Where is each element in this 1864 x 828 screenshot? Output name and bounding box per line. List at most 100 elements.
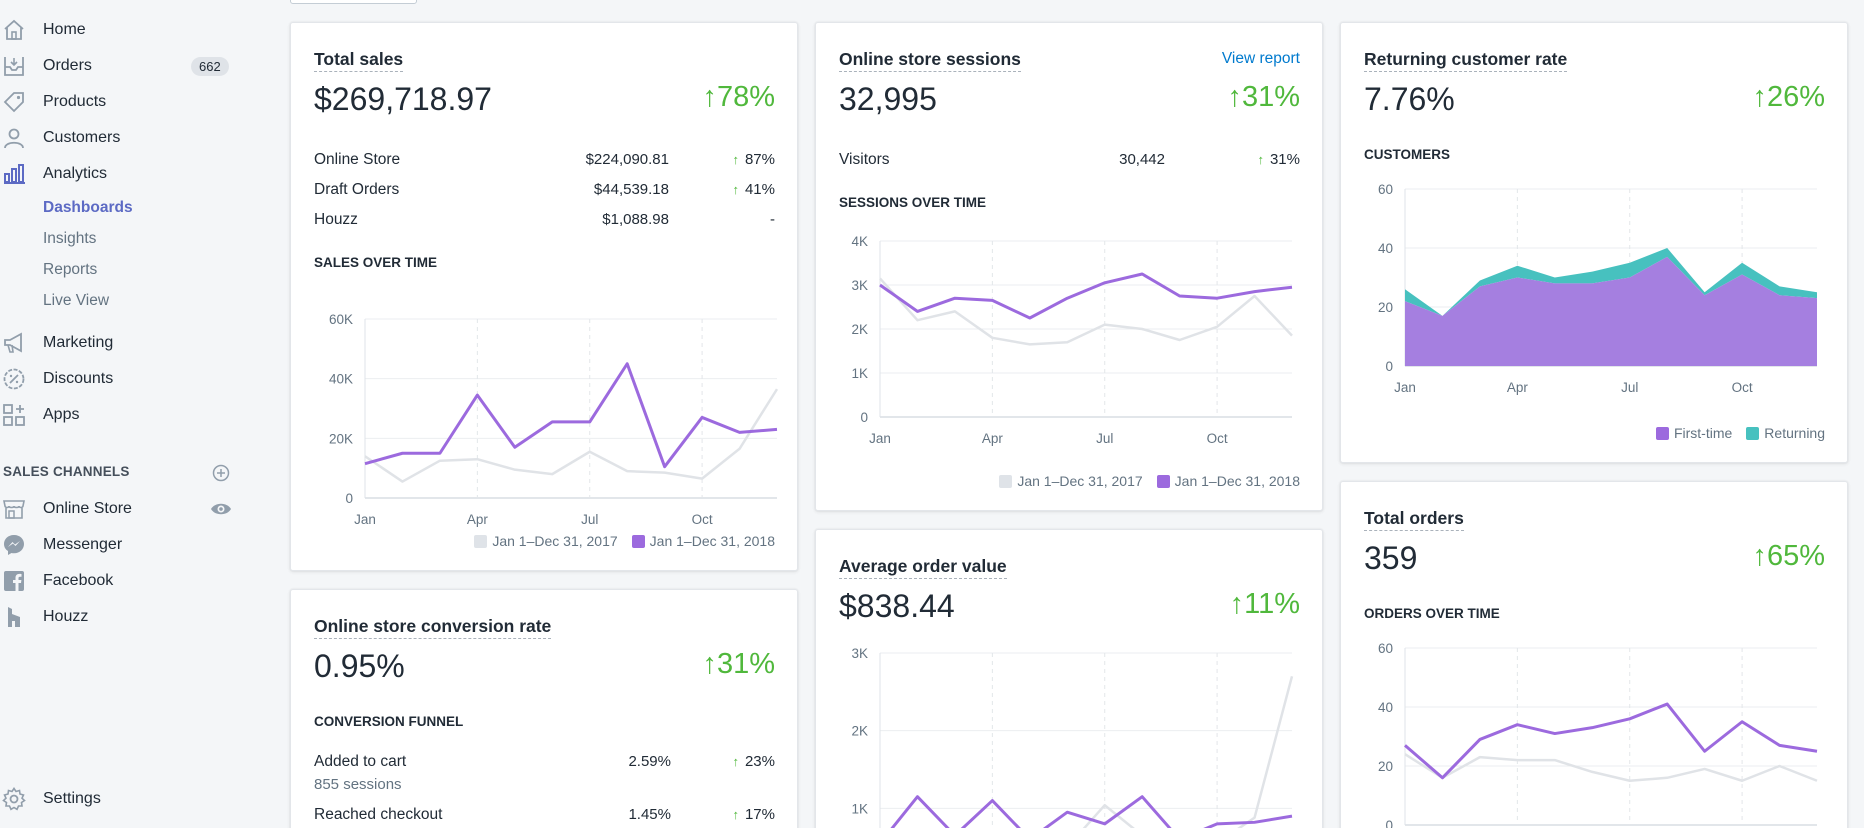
houzz-icon [8,607,20,627]
nav-facebook[interactable]: Facebook [0,566,250,596]
series-2017-line [879,277,1293,346]
sales-row-draft-orders-change: ↑ 41% [732,181,775,198]
total-orders-card: Total orders 359 ↑65% ORDERS OVER TIME 0… [1340,481,1848,828]
sessions-value: 32,995 [839,81,937,117]
nav-settings[interactable]: Settings [0,784,250,814]
customers-chart: 0 20 40 60 Jan Apr Jul Oct [1378,182,1817,395]
bar-chart-icon [4,164,25,184]
nav-customers-label: Customers [43,129,121,146]
orders-icon [4,57,24,76]
nav-messenger[interactable]: Messenger [0,530,250,560]
subnav-live-view[interactable]: Live View [43,292,110,309]
nav-houzz[interactable]: Houzz [0,602,250,632]
returning-area [1405,248,1817,316]
total-sales-value: $269,718.97 [314,81,492,117]
customers-legend: First-time Returning [1648,425,1825,441]
nav-discounts-label: Discounts [43,370,114,387]
x-tick-label: Oct [1207,431,1228,446]
y-tick-label: 60 [1378,182,1393,197]
legend-2018: Jan 1–Dec 31, 2018 [631,533,775,549]
nav-apps-label: Apps [43,406,80,423]
y-tick-label: 20 [1378,759,1393,774]
total-sales-change: ↑78% [702,81,775,113]
visitors-label: Visitors [839,151,890,168]
eye-icon[interactable] [210,501,232,517]
conversion-funnel-heading: CONVERSION FUNNEL [314,714,464,729]
funnel-added-to-cart-label: Added to cart [314,753,407,770]
gear-icon [2,787,26,811]
nav-home[interactable]: Home [0,15,250,45]
total-sales-title[interactable]: Total sales [314,49,404,72]
nav-orders[interactable]: Orders 662 [0,51,250,81]
funnel-added-to-cart-value: 2.59% [628,753,671,770]
y-tick-label: 60 [1378,641,1393,656]
series-2018-line [879,272,1293,320]
y-tick-label: 0 [345,491,353,506]
nav-apps[interactable]: Apps [0,400,250,430]
x-tick-label: Apr [1507,380,1529,395]
date-range-button[interactable] [290,0,417,4]
messenger-icon [4,535,24,555]
nav-facebook-label: Facebook [43,572,114,589]
returning-title[interactable]: Returning customer rate [1364,49,1568,72]
aov-title[interactable]: Average order value [839,556,1007,579]
orders-value: 359 [1364,540,1418,576]
y-tick-label: 0 [860,410,868,425]
y-tick-label: 3K [851,646,868,661]
nav-discounts[interactable]: Discounts [0,364,250,394]
legend-2017: Jan 1–Dec 31, 2017 [999,473,1143,489]
sales-row-online-store-label: Online Store [314,151,401,168]
subnav-dashboards[interactable]: Dashboards [43,199,133,216]
megaphone-icon [4,332,22,353]
x-tick-label: Jul [1096,431,1113,446]
nav-messenger-label: Messenger [43,536,123,553]
aov-chart: 1K 2K 3K [851,646,1294,828]
view-report-link[interactable]: View report [1221,50,1300,67]
orders-title[interactable]: Total orders [1364,508,1464,531]
tag-icon [3,92,24,113]
y-tick-label: 40 [1378,241,1393,256]
nav-marketing[interactable]: Marketing [0,328,250,358]
y-tick-label: 0 [1385,818,1393,828]
sessions-over-time-heading: SESSIONS OVER TIME [839,195,987,210]
person-icon [4,128,24,149]
y-tick-label: 2K [851,724,868,739]
nav-customers[interactable]: Customers [0,123,250,153]
sidebar: Home Orders 662 Products Customers Analy… [0,0,250,828]
apps-icon [3,404,25,426]
subnav-reports[interactable]: Reports [43,261,98,278]
returning-customer-card: Returning customer rate 7.76% ↑26% CUSTO… [1340,22,1848,463]
nav-online-store-label: Online Store [43,500,132,517]
y-tick-label: 20K [329,431,353,446]
x-tick-label: Apr [467,512,489,527]
y-tick-label: 4K [851,234,868,249]
total-sales-card: Total sales $269,718.97 ↑78% Online Stor… [290,22,798,571]
facebook-icon [4,571,24,591]
nav-settings-label: Settings [43,790,101,807]
funnel-reached-checkout-change: ↑ 17% [732,806,775,823]
nav-products[interactable]: Products [0,87,250,117]
y-tick-label: 40K [329,372,353,387]
y-tick-label: 2K [851,322,868,337]
first-time-area [1405,256,1817,366]
nav-analytics[interactable]: Analytics [0,159,250,189]
subnav-insights[interactable]: Insights [43,230,97,247]
legend-2018: Jan 1–Dec 31, 2018 [1156,473,1300,489]
nav-online-store[interactable]: Online Store [0,494,250,524]
series-2017-line [1404,753,1818,782]
sessions-title[interactable]: Online store sessions [839,49,1021,72]
sales-row-houzz-label: Houzz [314,211,358,228]
nav-orders-label: Orders [43,57,92,74]
x-tick-label: Jan [354,512,376,527]
funnel-reached-checkout-value: 1.45% [628,806,671,823]
average-order-value-card: Average order value $838.44 ↑11% 1K 2K 3K [815,529,1323,828]
sales-channels-title: SALES CHANNELS [3,464,130,479]
conversion-title[interactable]: Online store conversion rate [314,616,552,639]
aov-value: $838.44 [839,588,955,624]
returning-change: ↑26% [1752,81,1825,113]
add-channel-icon[interactable] [212,464,230,482]
returning-value: 7.76% [1364,81,1455,117]
y-tick-label: 1K [851,801,868,816]
sales-row-draft-orders-value: $44,539.18 [593,181,669,198]
conversion-value: 0.95% [314,648,405,684]
